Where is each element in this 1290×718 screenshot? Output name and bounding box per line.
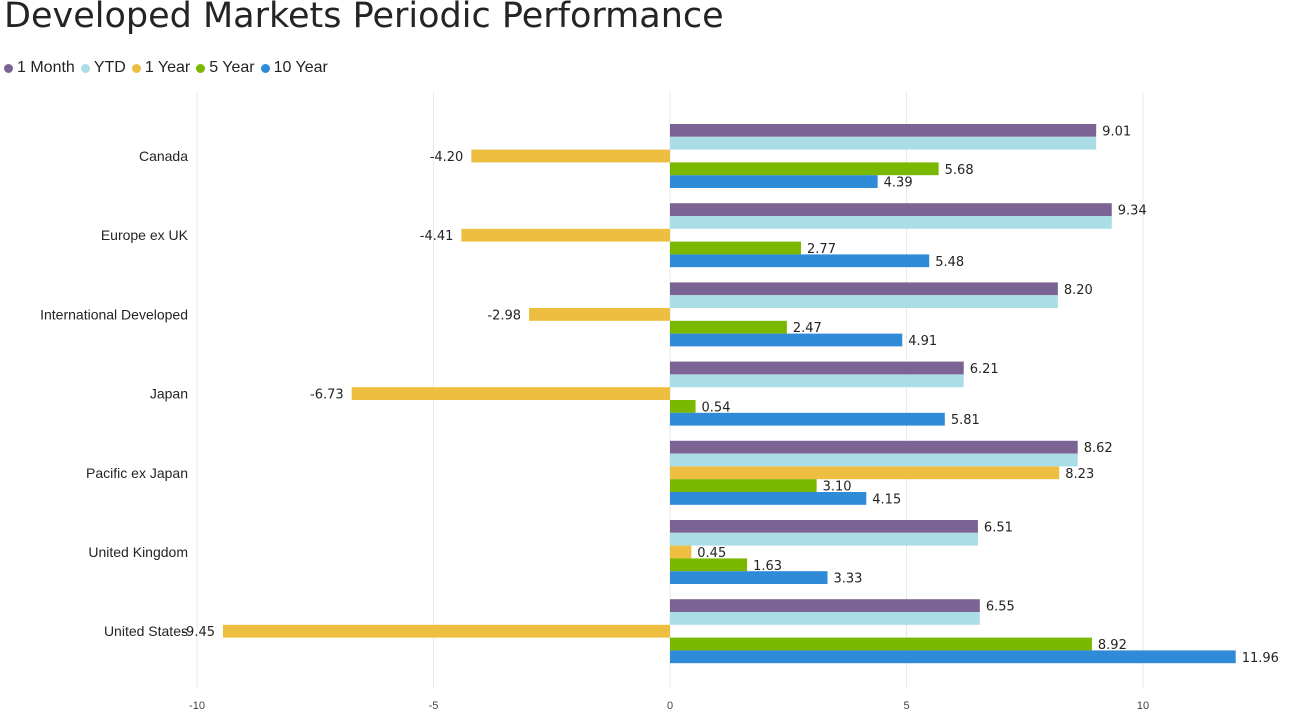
bar-1-year-united-states[interactable] (223, 624, 670, 638)
chart-title: Developed Markets Periodic Performance (4, 0, 724, 36)
bar-ytd-japan[interactable] (670, 374, 964, 388)
data-label-1-month-pacific-ex-japan: 8.62 (1084, 441, 1113, 456)
bar-5-year-europe-ex-uk[interactable] (670, 241, 802, 255)
legend-marker-icon (260, 63, 270, 73)
legend-marker-icon (131, 63, 141, 73)
category-label-europe-ex-uk: Europe ex UK (101, 227, 189, 243)
bar-ytd-europe-ex-uk[interactable] (670, 216, 1112, 229)
data-label-1-month-europe-ex-uk: 9.34 (1118, 204, 1147, 219)
bar-10-year-canada[interactable] (670, 175, 878, 188)
category-label-united-kingdom: United Kingdom (88, 544, 188, 560)
bar-5-year-international-developed[interactable] (670, 320, 787, 334)
data-label-1-month-canada: 9.01 (1102, 124, 1131, 139)
bar-10-year-japan[interactable] (670, 412, 945, 426)
category-label-international-developed: International Developed (40, 306, 188, 322)
legend-marker-icon (80, 63, 90, 73)
data-label-5-year-international-developed: 2.47 (793, 321, 822, 336)
legend-marker-icon (196, 63, 206, 73)
legend-item-ytd[interactable]: YTD (80, 59, 126, 77)
legend-item-1-month[interactable]: 1 Month (4, 59, 75, 77)
bar-ytd-pacific-ex-japan[interactable] (670, 453, 1078, 467)
bar-ytd-canada[interactable] (670, 136, 1097, 150)
data-label-1-month-united-states: 6.55 (986, 600, 1015, 615)
data-label-5-year-canada: 5.68 (945, 163, 974, 178)
data-label-10-year-japan: 5.81 (951, 413, 980, 428)
bar-1-month-europe-ex-uk[interactable] (670, 203, 1112, 216)
bar-1-year-canada[interactable] (471, 149, 670, 163)
x-tick-label: 10 (1137, 700, 1149, 712)
bar-5-year-japan[interactable] (670, 400, 696, 413)
data-label-10-year-canada: 4.39 (884, 176, 913, 191)
data-label-1-year-international-developed: -2.98 (487, 308, 521, 323)
bar-10-year-international-developed[interactable] (670, 333, 903, 347)
data-label-5-year-united-kingdom: 1.63 (753, 559, 782, 574)
category-label-pacific-ex-japan: Pacific ex Japan (86, 465, 188, 481)
legend-label: YTD (93, 59, 126, 76)
bar-1-year-europe-ex-uk[interactable] (461, 228, 670, 242)
legend: 1 Month YTD 1 Year 5 Year 10 Year (4, 57, 334, 79)
data-label-1-month-international-developed: 8.20 (1064, 283, 1093, 298)
data-label-10-year-international-developed: 4.91 (908, 334, 937, 349)
x-tick-label: 0 (667, 700, 673, 712)
data-label-10-year-united-states: 11.96 (1242, 651, 1279, 666)
data-label-1-month-japan: 6.21 (970, 362, 999, 377)
bar-5-year-canada[interactable] (670, 162, 939, 176)
legend-marker-icon (4, 63, 13, 73)
bar-1-month-japan[interactable] (670, 361, 964, 375)
bar-10-year-pacific-ex-japan[interactable] (670, 492, 867, 505)
bar-1-month-pacific-ex-japan[interactable] (670, 440, 1078, 454)
data-label-5-year-united-states: 8.92 (1098, 638, 1127, 653)
bar-1-year-pacific-ex-japan[interactable] (670, 466, 1060, 480)
bar-ytd-united-states[interactable] (670, 612, 980, 625)
bar-1-month-canada[interactable] (670, 124, 1097, 137)
legend-item-10-year[interactable]: 10 Year (260, 59, 328, 77)
bar-5-year-united-states[interactable] (670, 637, 1092, 651)
bar-1-month-united-kingdom[interactable] (670, 520, 978, 533)
data-label-5-year-pacific-ex-japan: 3.10 (823, 480, 852, 495)
x-tick-label: -10 (189, 700, 205, 712)
bar-5-year-pacific-ex-japan[interactable] (670, 479, 817, 492)
data-label-1-year-europe-ex-uk: -4.41 (420, 229, 454, 244)
data-label-1-year-united-kingdom: 0.45 (697, 546, 726, 561)
legend-label: 1 Month (17, 59, 75, 76)
bar-ytd-international-developed[interactable] (670, 295, 1058, 308)
legend-label: 1 Year (144, 59, 191, 76)
data-label-5-year-europe-ex-uk: 2.77 (807, 242, 836, 257)
data-label-1-year-canada: -4.20 (430, 150, 464, 165)
bar-ytd-united-kingdom[interactable] (670, 532, 978, 546)
legend-item-1-year[interactable]: 1 Year (131, 59, 191, 77)
category-label-canada: Canada (139, 148, 188, 164)
legend-label: 5 Year (209, 59, 255, 76)
bar-1-month-international-developed[interactable] (670, 282, 1058, 296)
legend-item-5-year[interactable]: 5 Year (196, 59, 255, 77)
category-label-united-states: United States (104, 623, 188, 639)
data-label-1-year-pacific-ex-japan: 8.23 (1065, 467, 1094, 482)
x-tick-label: -5 (429, 700, 439, 712)
bar-1-year-international-developed[interactable] (529, 308, 670, 321)
x-tick-label: 5 (903, 700, 909, 712)
category-label-japan: Japan (150, 386, 188, 402)
bar-1-year-japan[interactable] (351, 387, 670, 400)
data-label-10-year-pacific-ex-japan: 4.15 (872, 492, 901, 507)
data-label-5-year-japan: 0.54 (702, 400, 731, 415)
bar-10-year-united-kingdom[interactable] (670, 571, 828, 584)
data-label-1-month-united-kingdom: 6.51 (984, 520, 1013, 535)
bar-1-year-united-kingdom[interactable] (670, 545, 692, 559)
bar-10-year-united-states[interactable] (670, 650, 1236, 664)
bar-5-year-united-kingdom[interactable] (670, 558, 748, 572)
bar-1-month-united-states[interactable] (670, 599, 980, 612)
bar-10-year-europe-ex-uk[interactable] (670, 254, 930, 268)
data-label-1-year-united-states: -9.45 (181, 625, 215, 640)
legend-label: 10 Year (273, 59, 328, 76)
data-label-1-year-japan: -6.73 (310, 388, 344, 403)
data-label-10-year-united-kingdom: 3.33 (834, 572, 863, 587)
data-label-10-year-europe-ex-uk: 5.48 (935, 255, 964, 270)
